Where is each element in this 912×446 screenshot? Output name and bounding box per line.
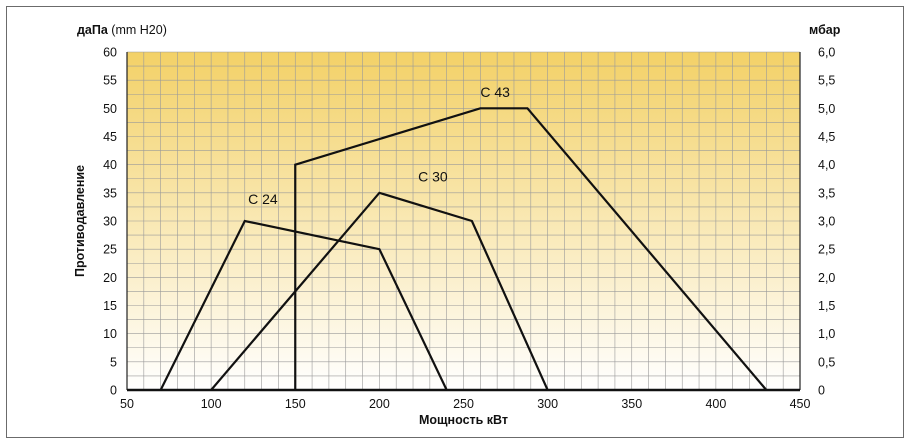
series-lines [159,107,768,391]
series-line [159,219,448,391]
series-label: C 30 [418,169,448,185]
y2-tick-label: 3,5 [818,186,835,200]
y-axis-label: Противодавление [73,165,87,277]
x-tick-label: 100 [201,397,222,411]
x-tick-label: 400 [705,397,726,411]
y2-tick-label: 3,0 [818,215,835,229]
y2-tick-label: 5,0 [818,102,835,116]
y-tick-label: 10 [103,327,117,341]
y-tick-label: 50 [103,102,117,116]
y2-tick-label: 4,5 [818,130,835,144]
x-tick-label: 300 [537,397,558,411]
x-tick-label: 50 [120,397,134,411]
series-label: C 24 [248,191,278,207]
y-tick-label: 45 [103,130,117,144]
y-tick-label: 35 [103,186,117,200]
y2-tick-label: 6,0 [818,46,835,60]
series-line [294,107,768,391]
x-axis-label: Мощность кВт [419,413,508,427]
y2-tick-label: 2,0 [818,271,835,285]
y2-tick-label: 1,5 [818,299,835,313]
y-tick-label: 0 [110,384,117,398]
y-tick-label: 30 [103,215,117,229]
y-tick-label: 25 [103,243,117,257]
y2-tick-label: 0 [818,384,825,398]
y-tick-label: 20 [103,271,117,285]
y-tick-label: 15 [103,299,117,313]
y-axis-unit-left: даПа (mm H20) [77,23,167,37]
series-label: C 43 [480,84,510,100]
x-tick-label: 150 [285,397,306,411]
y-axis-unit-right: мбар [809,23,841,37]
x-tick-label: 250 [453,397,474,411]
series-labels: C 24 C 30 C 43 [248,84,510,207]
y2-tick-label: 4,0 [818,158,835,172]
tick-labels: 50 100 150 200 250 300 350 400 45005101520253035… [103,46,835,412]
y-tick-label: 5 [110,355,117,369]
grid [126,51,801,391]
x-tick-label: 450 [790,397,811,411]
y-tick-label: 60 [103,46,117,60]
x-tick-label: 200 [369,397,390,411]
y-tick-label: 55 [103,74,117,88]
axes [126,52,801,392]
y2-tick-label: 0,5 [818,355,835,369]
y2-tick-label: 5,5 [818,74,835,88]
y-tick-label: 40 [103,158,117,172]
y2-tick-label: 2,5 [818,243,835,257]
y2-tick-label: 1,0 [818,327,835,341]
x-tick-label: 350 [621,397,642,411]
